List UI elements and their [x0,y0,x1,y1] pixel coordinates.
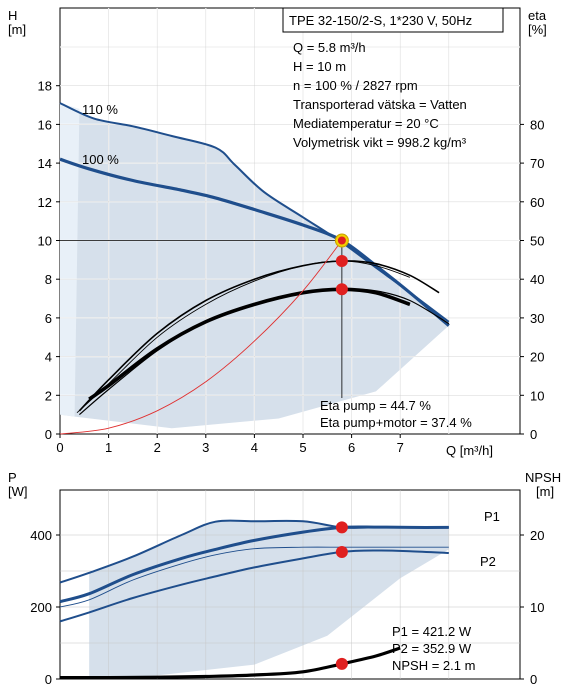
npsh-value-text: NPSH = 2.1 m [392,658,475,673]
y-right-tick-label: 50 [530,234,544,249]
eta-total-text: Eta pump+motor = 37.4 % [320,415,472,430]
info-line: H = 10 m [293,59,346,74]
eta-axis-label-line1: eta [528,8,547,23]
system-curve-curve [59,240,343,435]
info-line: Mediatemperatur = 20 °C [293,116,439,131]
head-axis-label-line1: H [8,8,17,23]
P2-110-curve [59,546,449,608]
npsh-axis-label-line1: NPSH [525,470,561,485]
duty-point-P2 [335,545,348,558]
y-right-tick-label: 0 [530,427,537,442]
x-tick-label: 6 [348,440,355,455]
x-tick-label: 1 [105,440,112,455]
y-left-tick-label: 6 [45,311,52,326]
NPSH-curve [60,646,401,680]
y-left-tick-label: 0 [45,427,52,442]
p1-value-text: P1 = 421.2 W [392,624,472,639]
head-100-curve [59,157,450,327]
head-axis-label-line2: [m] [8,22,26,37]
eta-pump-text: Eta pump = 44.7 % [320,398,431,413]
npsh-tick-label: 20 [530,528,544,543]
p-tick-label: 200 [30,600,52,615]
info-line: n = 100 % / 2827 rpm [293,78,418,93]
y-left-tick-label: 16 [38,117,52,132]
y-left-tick-label: 18 [38,79,52,94]
x-axis-label: Q [m³/h] [446,443,493,458]
eta-pump-100-curve [76,260,411,414]
power-npsh-chart: 0 200 400 0 10 20 P [W] NPSH [m] P1 P2 P1 = 4… [8,470,561,687]
y-left-tick-label: 4 [45,350,52,365]
power-curves [59,519,449,680]
duty-info-block: Q = 5.8 m³/h H = 10 m n = 100 % / 2827 rpm… [293,40,467,150]
operating-range-area-low [60,103,80,417]
series-label-p2: P2 [480,554,496,569]
power-axis-label-line2: [W] [8,484,28,499]
p-tick-label: 0 [45,672,52,687]
x-tick-label: 2 [154,440,161,455]
duty-point-P1 [335,521,348,534]
y-right-tick-label: 60 [530,195,544,210]
title-box [282,7,504,33]
duty-point-NPSH [335,657,348,670]
head-efficiency-chart: 0 1 2 3 4 5 6 702468101214161801020304050607080… [8,7,547,458]
y-right-tick-label: 70 [530,156,544,171]
y-left-tick-label: 14 [38,156,52,171]
npsh-tick-label: 0 [530,672,537,687]
head-curves [59,102,450,435]
eta-axis-label-line2: [%] [528,22,547,37]
p-tick-label: 400 [30,528,52,543]
x-tick-label: 4 [251,440,258,455]
npsh-axis-label-line2: [m] [536,484,554,499]
P1-100-curve [59,525,449,604]
power-axis-ticks: 0 200 400 0 10 20 [30,528,544,687]
x-tick-label: 5 [299,440,306,455]
npsh-tick-label: 10 [530,600,544,615]
y-right-tick-label: 30 [530,311,544,326]
p2-value-text: P2 = 352.9 W [392,641,472,656]
curve-label-100: 100 % [82,152,119,167]
y-left-tick-label: 10 [38,234,52,249]
y-right-tick-label: 40 [530,272,544,287]
y-left-tick-label: 2 [45,388,52,403]
series-label-p1: P1 [484,509,500,524]
info-line: Q = 5.8 m³/h [293,40,366,55]
duty-point-head-core [337,236,346,245]
x-tick-label: 0 [56,440,63,455]
y-left-tick-label: 8 [45,272,52,287]
P2-100-curve [59,549,449,623]
y-right-tick-label: 10 [530,388,544,403]
chart-title: TPE 32-150/2-S, 1*230 V, 50Hz [289,13,472,28]
eta-total-100-curve [88,287,411,401]
x-tick-label: 3 [202,440,209,455]
power-axis-label-line1: P [8,470,17,485]
x-tick-label: 7 [397,440,404,455]
y-left-tick-label: 12 [38,195,52,210]
eta-pump-110-curve [78,260,440,412]
info-line: Transporterad vätska = Vatten [293,97,467,112]
duty-point-eta-pump [335,255,348,268]
duty-point-eta-total [335,283,348,296]
y-right-tick-label: 20 [530,350,544,365]
info-line: Volymetrisk vikt = 998.2 kg/m³ [293,135,467,150]
curve-label-110: 110 % [82,102,118,117]
y-right-tick-label: 80 [530,117,544,132]
